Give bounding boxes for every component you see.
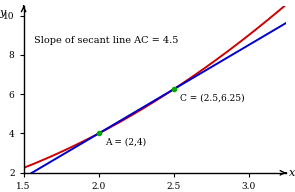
- Text: C = (2.5,6.25): C = (2.5,6.25): [180, 93, 244, 102]
- Text: A = (2,4): A = (2,4): [105, 137, 146, 146]
- Text: x: x: [289, 168, 295, 178]
- Text: Slope of secant line AC = 4.5: Slope of secant line AC = 4.5: [34, 36, 178, 45]
- Text: y: y: [0, 8, 6, 18]
